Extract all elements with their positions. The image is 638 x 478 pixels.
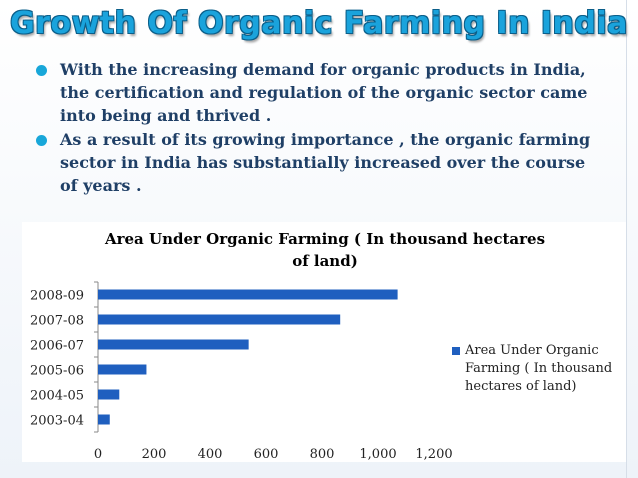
- bar: [98, 289, 398, 300]
- slide-border: [626, 0, 627, 478]
- legend-label-line: Area Under Organic: [465, 343, 599, 358]
- bar: [98, 389, 120, 400]
- chart-legend: Area Under Organic Farming ( In thousand…: [452, 342, 622, 396]
- legend-swatch: [452, 347, 460, 355]
- bullet-text: With the increasing demand for organic p…: [60, 60, 588, 125]
- chart-title: of land): [292, 252, 358, 270]
- y-tick-label: 2005-06: [30, 364, 84, 379]
- y-tick-label: 2007-08: [30, 314, 84, 329]
- chart-title: Area Under Organic Farming ( In thousand…: [104, 230, 545, 248]
- x-tick-label: 0: [94, 447, 102, 462]
- y-tick-label: 2004-05: [30, 389, 84, 404]
- bar: [98, 414, 110, 425]
- bullet-item: As a result of its growing importance , …: [30, 128, 600, 197]
- bullet-item: With the increasing demand for organic p…: [30, 58, 600, 127]
- x-tick-label: 1,200: [415, 447, 452, 462]
- bullet-dot-icon: [36, 65, 47, 76]
- bar-chart: Area Under Organic Farming ( In thousand…: [30, 230, 545, 462]
- bullet-dot-icon: [36, 135, 47, 146]
- x-tick-label: 200: [142, 447, 167, 462]
- y-tick-label: 2003-04: [30, 414, 84, 429]
- legend-label-line: hectares of land): [465, 379, 577, 394]
- bar: [98, 364, 147, 375]
- bar: [98, 339, 249, 350]
- chart-area: Area Under Organic Farming ( In thousand…: [22, 222, 626, 462]
- legend-label-line: Farming ( In thousand: [465, 361, 613, 376]
- bullet-text: As a result of its growing importance , …: [60, 130, 591, 195]
- slide-title: Growth Of Organic Farming In India: [10, 6, 628, 41]
- x-tick-label: 600: [254, 447, 279, 462]
- bar: [98, 314, 341, 325]
- y-tick-label: 2006-07: [30, 339, 84, 354]
- y-tick-label: 2008-09: [30, 289, 84, 304]
- x-tick-label: 800: [310, 447, 335, 462]
- bullet-list: With the increasing demand for organic p…: [30, 58, 600, 198]
- x-tick-label: 400: [198, 447, 223, 462]
- x-tick-label: 1,000: [359, 447, 396, 462]
